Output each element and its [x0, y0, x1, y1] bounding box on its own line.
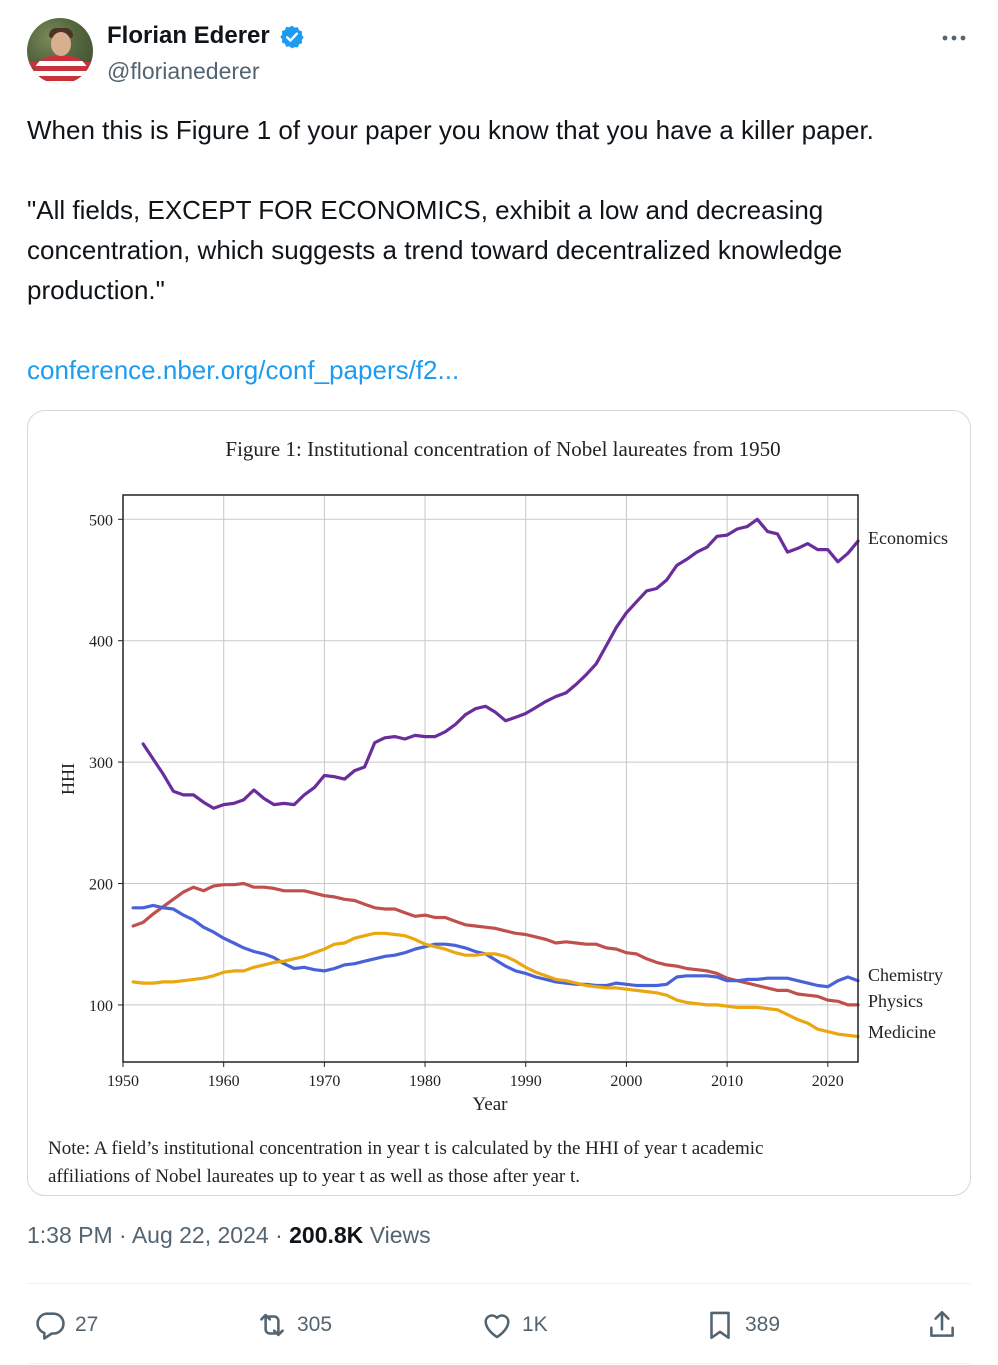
series-label-economics: Economics: [868, 528, 948, 548]
series-label-physics: Physics: [868, 991, 923, 1011]
tweet-time[interactable]: 1:38 PM: [27, 1222, 113, 1248]
y-tick-label: 200: [89, 877, 113, 894]
chart: Figure 1: Institutional concentration of…: [48, 437, 948, 1187]
tweet-date[interactable]: Aug 22, 2024: [131, 1222, 269, 1248]
divider: [27, 1363, 971, 1364]
reply-icon: [36, 1312, 65, 1340]
x-tick-label: 1950: [107, 1073, 139, 1090]
y-axis-label: HHI: [58, 763, 78, 795]
bookmark-count: 389: [745, 1313, 781, 1336]
share-icon: [930, 1310, 954, 1337]
tweet-line: When this is Figure 1 of your paper you …: [27, 115, 874, 145]
tweet-line: "All fields, EXCEPT FOR ECONOMICS, exhib…: [27, 195, 824, 225]
tweet-text: When this is Figure 1 of your paper you …: [27, 110, 971, 390]
figure-note-line-1: Note: A field’s institutional concentrat…: [48, 1138, 763, 1159]
series-label-medicine: Medicine: [868, 1022, 936, 1042]
tweet-link[interactable]: conference.nber.org/conf_papers/f2...: [27, 355, 460, 385]
x-tick-label: 1970: [308, 1073, 340, 1090]
figure-note-line-2: affiliations of Nobel laureates up to ye…: [48, 1166, 580, 1187]
chart-title: Figure 1: Institutional concentration of…: [225, 437, 780, 461]
series-line-economics: [141, 517, 860, 810]
repost-icon: [260, 1313, 284, 1337]
repost-count: 305: [297, 1313, 333, 1336]
author-name[interactable]: Florian Ederer: [107, 22, 270, 49]
x-tick-label: 2020: [812, 1073, 844, 1090]
share-button[interactable]: [925, 1300, 967, 1350]
x-tick-label: 2000: [610, 1073, 642, 1090]
divider: [27, 1283, 971, 1284]
verified-badge-icon[interactable]: [279, 24, 305, 50]
x-axis-label: Year: [472, 1094, 508, 1115]
y-tick-label: 300: [89, 755, 113, 772]
like-count: 1K: [522, 1313, 548, 1336]
series-label-chemistry: Chemistry: [868, 965, 943, 985]
action-bar: 27 305 1K 389: [27, 1300, 971, 1350]
tweet-meta: 1:38 PM · Aug 22, 2024 · 200.8K Views: [27, 1222, 431, 1249]
series-line-medicine: [131, 931, 860, 1039]
series-line-physics: [131, 881, 860, 1007]
meta-separator: ·: [275, 1222, 290, 1248]
x-tick-label: 1990: [510, 1073, 542, 1090]
like-icon: [484, 1314, 510, 1339]
x-tick-label: 2010: [711, 1073, 743, 1090]
avatar[interactable]: [27, 18, 93, 84]
plot-frame: [122, 494, 859, 1063]
tweet-header: Florian Ederer @florianederer: [27, 18, 971, 88]
views-count: 200.8K: [289, 1222, 364, 1248]
x-tick-label: 1960: [208, 1073, 240, 1090]
like-button[interactable]: 1K: [480, 1300, 548, 1350]
reply-count: 27: [75, 1313, 99, 1336]
tweet-line: concentration, which suggests a trend to…: [27, 235, 843, 265]
bookmark-button[interactable]: 389: [703, 1300, 780, 1350]
meta-separator: ·: [119, 1222, 132, 1248]
author-handle[interactable]: @florianederer: [107, 58, 260, 84]
bookmark-icon: [710, 1311, 730, 1340]
tweet-line: production.": [27, 275, 165, 305]
views-label: Views: [369, 1222, 431, 1248]
repost-button[interactable]: 305: [255, 1300, 332, 1350]
more-icon[interactable]: [939, 28, 969, 48]
y-tick-label: 500: [89, 512, 113, 529]
tweet-media-image[interactable]: Figure 1: Institutional concentration of…: [27, 410, 971, 1196]
y-tick-label: 400: [89, 634, 113, 651]
x-tick-label: 1980: [409, 1073, 441, 1090]
reply-button[interactable]: 27: [33, 1300, 98, 1350]
y-tick-label: 100: [89, 998, 113, 1015]
series-line-chemistry: [131, 903, 860, 989]
